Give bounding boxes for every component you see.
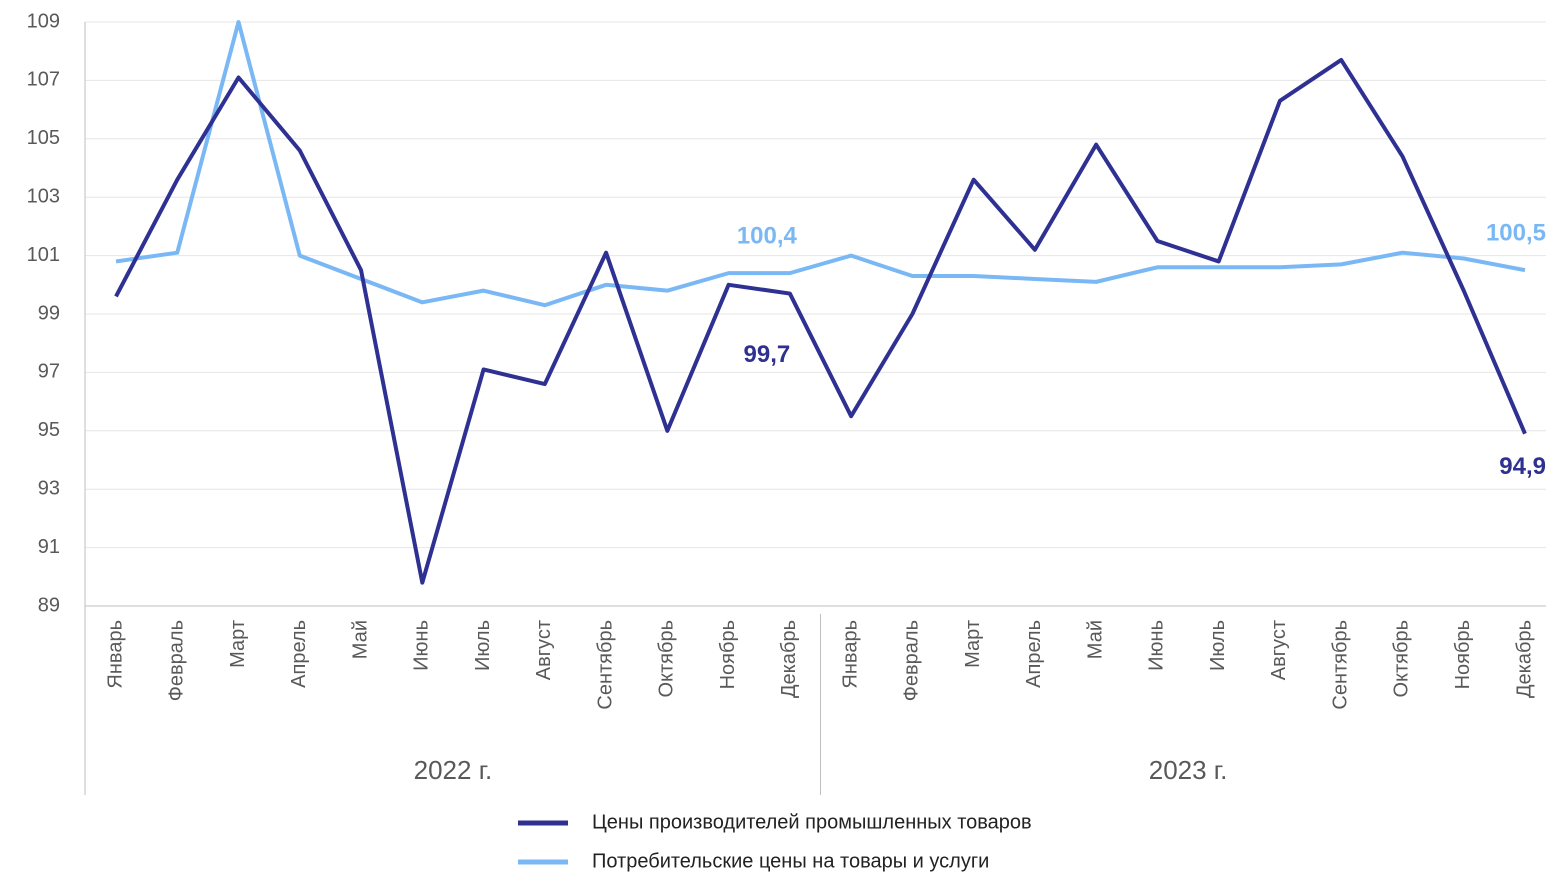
y-tick-label: 103 bbox=[27, 185, 60, 207]
x-tick-label: Октябрь bbox=[1391, 620, 1413, 698]
x-tick-label: Октябрь bbox=[656, 620, 678, 698]
group-label: 2022 г. bbox=[414, 755, 493, 785]
x-tick-label: Март bbox=[962, 620, 984, 668]
x-tick-label: Май bbox=[349, 620, 371, 659]
x-tick-label: Апрель bbox=[1023, 620, 1045, 688]
x-tick-label: Август bbox=[533, 620, 555, 680]
y-tick-label: 93 bbox=[38, 477, 60, 499]
x-tick-label: Декабрь bbox=[1513, 620, 1535, 698]
y-tick-label: 89 bbox=[38, 594, 60, 616]
series-line bbox=[114, 57, 1527, 585]
y-tick-label: 97 bbox=[38, 361, 60, 383]
x-tick-label: Июль bbox=[1207, 620, 1229, 671]
x-tick-label: Апрель bbox=[288, 620, 310, 688]
data-label: 100,5 bbox=[1486, 220, 1546, 247]
legend-label: Цены производителей промышленных товаров bbox=[592, 811, 1032, 833]
x-tick-label: Июнь bbox=[411, 620, 433, 671]
y-tick-label: 105 bbox=[27, 127, 60, 149]
x-tick-label: Декабрь bbox=[778, 620, 800, 698]
x-tick-label: Июнь bbox=[1146, 620, 1168, 671]
x-tick-label: Февраль bbox=[901, 620, 923, 701]
x-tick-label: Январь bbox=[104, 620, 126, 689]
x-tick-label: Сентябрь bbox=[594, 620, 616, 710]
group-label: 2023 г. bbox=[1149, 755, 1228, 785]
data-label: 99,7 bbox=[744, 341, 791, 368]
y-tick-label: 101 bbox=[27, 244, 60, 266]
x-tick-label: Август bbox=[1268, 620, 1290, 680]
x-tick-label: Ноябрь bbox=[717, 620, 739, 689]
x-tick-label: Июль bbox=[472, 620, 494, 671]
x-tick-label: Март bbox=[227, 620, 249, 668]
series-line bbox=[115, 20, 1526, 308]
y-tick-label: 95 bbox=[38, 419, 60, 441]
y-tick-label: 91 bbox=[38, 536, 60, 558]
legend-label: Потребительские цены на товары и услуги bbox=[592, 850, 989, 872]
x-tick-label: Май bbox=[1084, 620, 1106, 659]
x-tick-label: Февраль bbox=[166, 620, 188, 701]
data-label: 94,9 bbox=[1499, 453, 1546, 480]
y-tick-label: 109 bbox=[27, 10, 60, 32]
y-tick-label: 107 bbox=[27, 69, 60, 91]
x-tick-label: Ноябрь bbox=[1452, 620, 1474, 689]
x-tick-label: Январь bbox=[839, 620, 861, 689]
y-tick-label: 99 bbox=[38, 302, 60, 324]
x-tick-label: Сентябрь bbox=[1329, 620, 1351, 710]
data-label: 100,4 bbox=[737, 222, 798, 249]
